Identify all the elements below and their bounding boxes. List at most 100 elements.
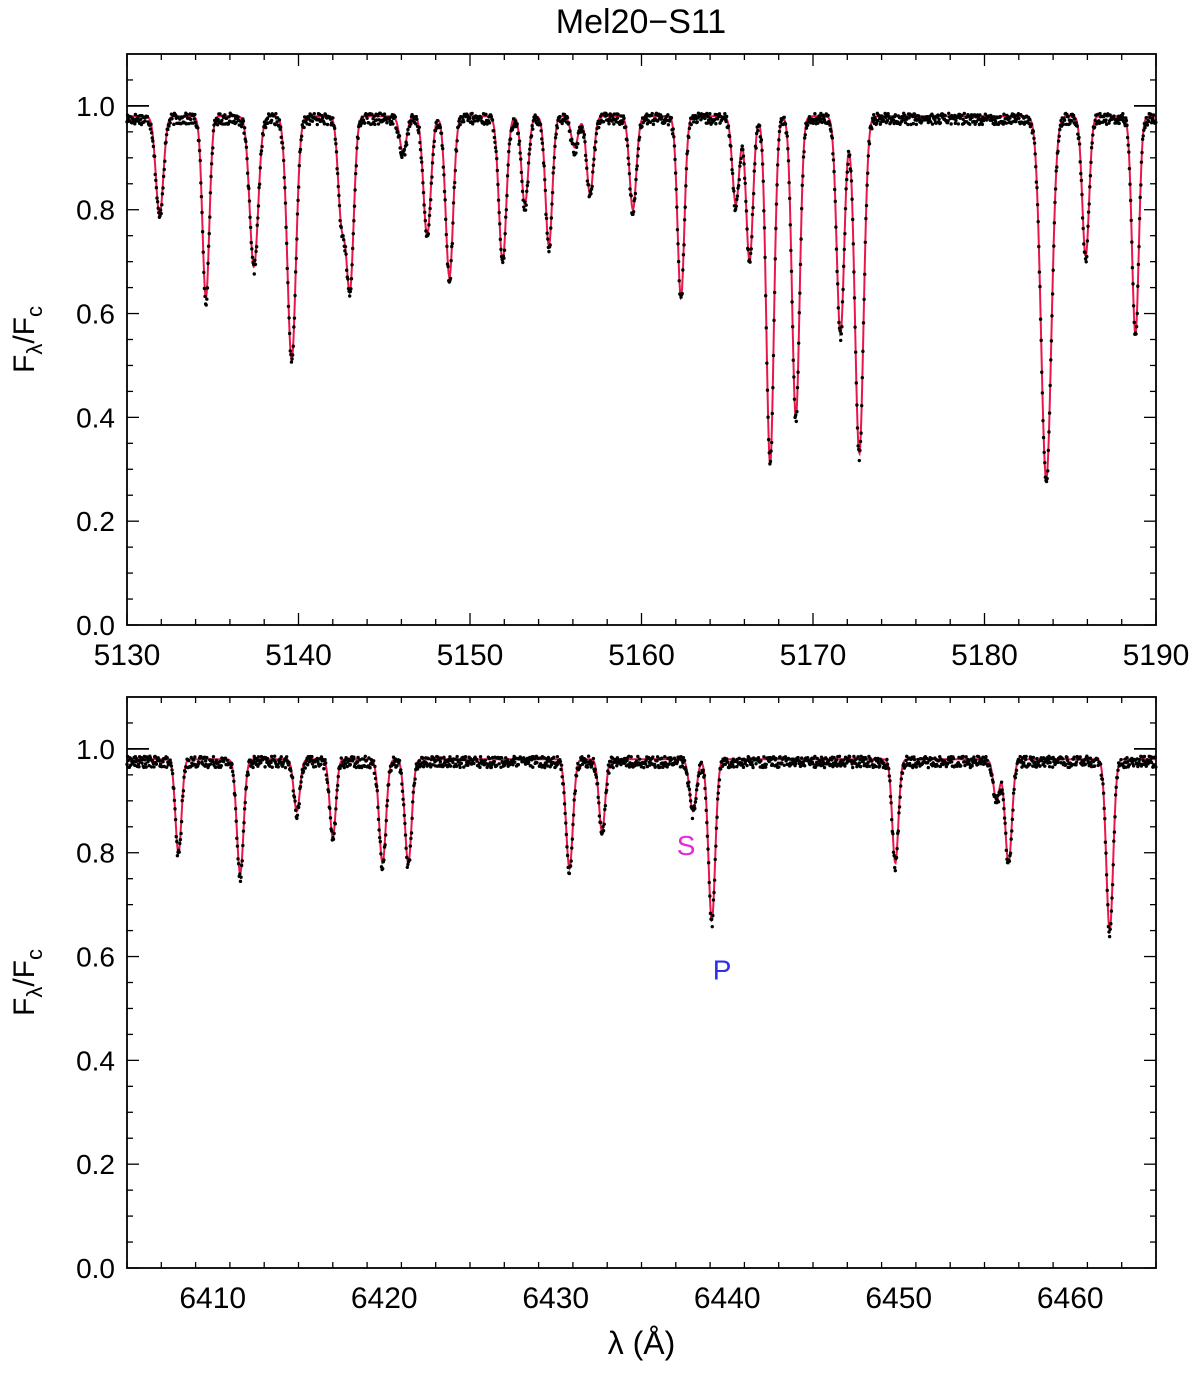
observed-point xyxy=(235,844,240,848)
observed-point xyxy=(181,789,186,793)
observed-point xyxy=(471,122,475,126)
observed-point xyxy=(653,765,657,769)
observed-point xyxy=(356,755,360,760)
x-tick-label: 6430 xyxy=(522,1282,589,1315)
observed-point xyxy=(636,146,641,151)
observed-point xyxy=(408,844,413,848)
observed-point xyxy=(279,135,283,139)
observed-point xyxy=(1127,150,1131,154)
observed-point xyxy=(694,796,698,801)
observed-point xyxy=(696,774,701,778)
observed-point xyxy=(475,759,479,763)
observed-point xyxy=(1041,435,1046,440)
observed-point xyxy=(278,125,283,129)
observed-point xyxy=(234,120,238,124)
observed-point xyxy=(629,755,633,759)
observed-point xyxy=(763,294,768,298)
observed-point xyxy=(870,127,874,131)
observed-point xyxy=(929,120,933,124)
observed-point xyxy=(325,777,329,782)
observed-point xyxy=(925,114,929,119)
observed-point xyxy=(493,145,498,150)
observed-point xyxy=(511,763,515,767)
observed-point xyxy=(655,755,660,759)
observed-point xyxy=(287,331,292,336)
observed-point xyxy=(1008,851,1013,855)
observed-point xyxy=(299,138,303,142)
observed-point xyxy=(1113,815,1117,819)
observed-point xyxy=(315,122,319,127)
observed-point xyxy=(683,205,687,209)
observed-point xyxy=(704,808,708,813)
observed-point xyxy=(253,262,258,267)
observed-point xyxy=(1042,450,1046,455)
observed-point xyxy=(693,800,698,804)
observed-point xyxy=(382,112,387,116)
observed-point xyxy=(410,816,414,821)
observed-point xyxy=(735,194,740,198)
observed-point xyxy=(730,168,734,172)
observed-point xyxy=(280,141,285,145)
observed-point xyxy=(777,765,781,769)
observed-point xyxy=(798,291,802,295)
observed-point xyxy=(785,134,789,138)
observed-point xyxy=(275,120,279,124)
observed-point xyxy=(892,853,896,858)
observed-point xyxy=(763,255,767,260)
observed-point xyxy=(328,806,332,811)
observed-point xyxy=(1074,760,1079,764)
observed-point xyxy=(633,191,638,196)
observed-point xyxy=(196,126,200,130)
observed-point xyxy=(671,127,675,131)
observed-point xyxy=(452,185,456,190)
observed-point xyxy=(776,147,780,151)
model-spectrum-line xyxy=(127,115,1156,483)
observed-point xyxy=(265,756,270,761)
observed-point xyxy=(513,760,517,764)
observed-point xyxy=(179,819,184,824)
observed-point xyxy=(1031,755,1036,760)
observed-point xyxy=(960,113,964,118)
observed-point xyxy=(601,825,605,829)
observed-point xyxy=(279,755,283,759)
observed-point xyxy=(389,768,393,773)
observed-point xyxy=(903,120,908,125)
observed-point xyxy=(200,210,204,215)
observed-point xyxy=(1076,132,1080,136)
observed-point xyxy=(1101,782,1105,786)
observed-point xyxy=(439,131,444,136)
observed-point xyxy=(405,142,409,147)
observed-point xyxy=(1003,821,1007,826)
observed-point xyxy=(729,157,734,162)
observed-point xyxy=(626,156,630,160)
observed-point xyxy=(745,227,749,231)
observed-point xyxy=(853,325,857,329)
observed-point xyxy=(524,203,528,207)
observed-point xyxy=(1124,116,1128,120)
observed-point xyxy=(711,913,715,918)
observed-point xyxy=(848,754,852,759)
observed-point xyxy=(907,116,911,120)
observed-point xyxy=(863,272,867,276)
observed-point xyxy=(748,260,752,264)
observed-point xyxy=(145,114,150,119)
x-tick-label: 6410 xyxy=(179,1282,246,1315)
observed-point xyxy=(896,829,901,833)
observed-point xyxy=(1097,119,1101,123)
observed-point xyxy=(625,758,629,763)
observed-point xyxy=(1131,282,1135,286)
observed-point xyxy=(376,805,380,810)
observed-point xyxy=(860,375,865,380)
observed-point xyxy=(856,755,860,759)
observed-point xyxy=(724,757,729,761)
observed-point xyxy=(1139,160,1144,164)
observed-point xyxy=(1130,240,1134,244)
observed-point xyxy=(516,131,521,135)
observed-point xyxy=(582,135,586,139)
observed-point xyxy=(553,144,557,149)
observed-point xyxy=(245,156,249,161)
observed-point xyxy=(851,217,855,222)
observed-point xyxy=(1008,116,1012,120)
observed-point xyxy=(783,755,788,759)
observed-point xyxy=(154,762,159,766)
